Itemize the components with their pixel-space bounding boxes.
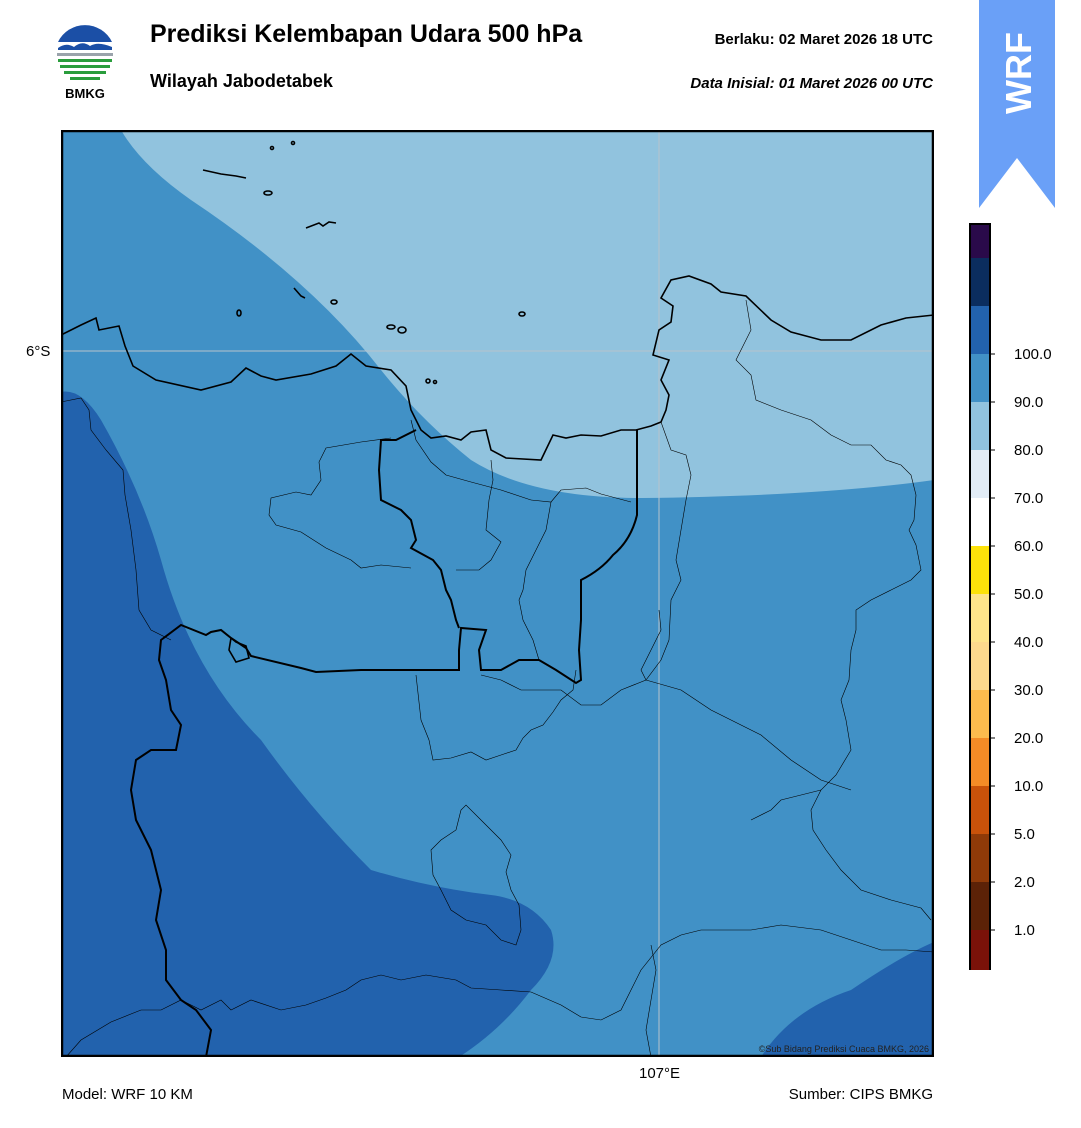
- islands: [202, 140, 526, 385]
- colorbar-segment: [970, 594, 990, 642]
- map-frame: [61, 130, 934, 1057]
- map-credit: ©Sub Bidang Prediksi Cuaca BMKG, 2026: [759, 1044, 929, 1054]
- humidity-zone-80-90-southeast: [761, 942, 934, 1057]
- lon-label: 107°E: [639, 1065, 681, 1082]
- province-border: [129, 430, 638, 1057]
- colorbar-segment: [970, 690, 990, 738]
- colorbar-tick-label: 30.0: [1014, 682, 1043, 699]
- humidity-zone-80-90-west: [61, 391, 554, 1057]
- colorbar-tick-label: 40.0: [1014, 634, 1043, 651]
- lat-label: 6°S: [26, 343, 51, 360]
- province-border: [377, 429, 460, 629]
- colorbar-tick-label: 60.0: [1014, 538, 1043, 555]
- init-time: Data Inisial: 01 Maret 2026 00 UTC: [690, 75, 933, 92]
- colorbar-segment: [970, 402, 990, 450]
- colorbar-segment: [970, 306, 990, 354]
- humidity-map: ©Sub Bidang Prediksi Cuaca BMKG, 2026: [61, 130, 934, 1057]
- colorbar-segment: [970, 224, 990, 258]
- province-border: [228, 637, 250, 663]
- colorbar-tick-label: 50.0: [1014, 586, 1043, 603]
- colorbar-segment: [970, 930, 990, 970]
- colorbar-tick-label: 80.0: [1014, 442, 1043, 459]
- colorbar-tick-label: 100.0: [1014, 346, 1052, 363]
- region-subtitle: Wilayah Jabodetabek: [150, 71, 333, 91]
- wrf-badge: WRF: [979, 0, 1055, 208]
- colorbar-tick-label: 70.0: [1014, 490, 1043, 507]
- logo-text: BMKG: [65, 86, 105, 101]
- colorbar-tick-label: 10.0: [1014, 778, 1043, 795]
- colorbar-segment: [970, 882, 990, 930]
- colorbar-tick-label: 90.0: [1014, 394, 1043, 411]
- colorbar-segment: [970, 738, 990, 786]
- colorbar: 0.00.51.02.05.010.020.030.040.050.060.07…: [969, 223, 1052, 970]
- colorbar-segment: [970, 354, 990, 402]
- colorbar-segment: [970, 834, 990, 882]
- valid-time: Berlaku: 02 Maret 2026 18 UTC: [714, 31, 933, 48]
- colorbar-segment: [970, 546, 990, 594]
- humidity-zone-60-70: [121, 130, 934, 498]
- colorbar-segment: [970, 450, 990, 498]
- colorbar-tick-label: 1.0: [1014, 922, 1035, 939]
- source-label: Sumber: CIPS BMKG: [788, 1086, 933, 1103]
- colorbar-tick-label: 2.0: [1014, 874, 1035, 891]
- district-borders: [61, 299, 934, 1057]
- wrf-badge-text: WRF: [998, 32, 1039, 114]
- colorbar-segment: [970, 786, 990, 834]
- colorbar-tick-label: 20.0: [1014, 730, 1043, 747]
- colorbar-segment: [970, 258, 990, 306]
- bmkg-logo-icon: BMKG: [54, 21, 116, 101]
- colorbar-tick-label: 5.0: [1014, 826, 1035, 843]
- page-title: Prediksi Kelembapan Udara 500 hPa: [150, 20, 583, 48]
- colorbar-segment: [970, 498, 990, 546]
- coastline: [61, 275, 934, 461]
- model-label: Model: WRF 10 KM: [62, 1086, 193, 1103]
- colorbar-segment: [970, 642, 990, 690]
